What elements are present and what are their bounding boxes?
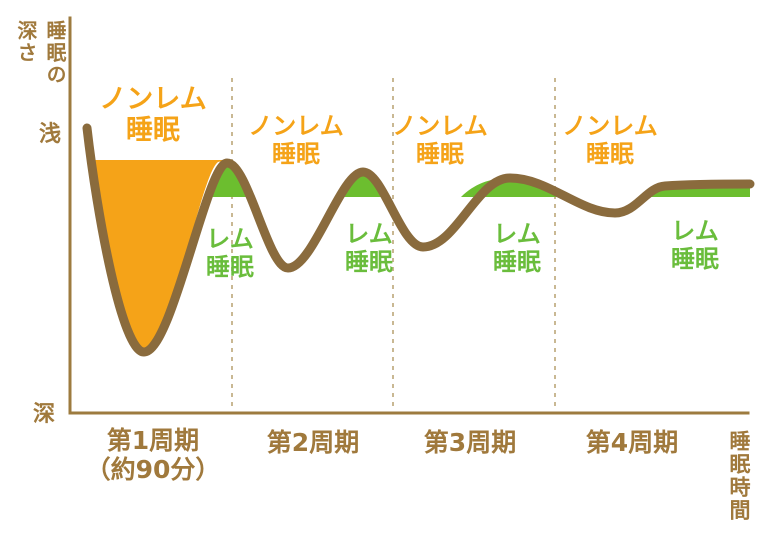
nonrem-label-cycle2-line2: 睡眠 [272, 139, 320, 168]
rem-label-cycle3-line1: レム [493, 220, 541, 248]
x-cycle-label-4-text: 第4周期 [585, 428, 679, 457]
nonrem-label-cycle2: ノンレム 睡眠 [248, 112, 344, 168]
y-tick-deep: 深 [33, 402, 56, 427]
nonrem-label-cycle4-line1: ノンレム [562, 112, 658, 140]
nonrem-label-cycle3: ノンレム 睡眠 [392, 112, 488, 168]
rem-label-cycle1: レム 睡眠 [206, 225, 254, 281]
y-tick-shallow: 浅 [39, 122, 62, 147]
rem-label-cycle3: レム 睡眠 [493, 220, 541, 276]
rem-label-cycle4-line1: レム [671, 217, 719, 245]
nonrem-label-cycle1-line2: 睡眠 [126, 115, 180, 147]
nonrem-area-fill [94, 160, 227, 350]
x-cycle-label-1: 第1周期 （約90分） [85, 426, 221, 485]
nonrem-label-cycle2-line1: ノンレム [248, 112, 344, 140]
axes-lines [68, 16, 750, 415]
x-cycle-label-1-text: 第1周期 [106, 426, 200, 455]
x-cycle-label-3-text: 第3周期 [423, 428, 517, 457]
x-cycle-label-2-text: 第2周期 [266, 428, 360, 457]
x-cycle-label-2: 第2周期 [266, 428, 360, 458]
rem-label-cycle2-line2: 睡眠 [345, 247, 393, 276]
nonrem-label-cycle1-line1: ノンレム [99, 84, 207, 115]
nonrem-label-cycle3-line1: ノンレム [392, 112, 488, 140]
nonrem-label-cycle3-line2: 睡眠 [416, 139, 464, 168]
rem-label-cycle4-line2: 睡眠 [671, 244, 719, 273]
nonrem-label-cycle1: ノンレム 睡眠 [99, 84, 206, 146]
x-cycle-label-4: 第4周期 [585, 428, 679, 458]
sleep-depth-curve [82, 123, 755, 357]
x-cycle-label-3: 第3周期 [423, 428, 517, 458]
rem-label-cycle2: レム 睡眠 [345, 220, 393, 276]
rem-label-cycle1-line1: レム [206, 225, 254, 253]
rem-label-cycle3-line2: 睡眠 [493, 247, 541, 276]
rem-label-cycle1-line2: 睡眠 [206, 252, 254, 281]
x-cycle-label-1-sub: （約90分） [85, 454, 221, 484]
rem-label-cycle4: レム 睡眠 [671, 217, 719, 273]
nonrem-label-cycle4: ノンレム 睡眠 [562, 112, 658, 168]
y-axis-title: 睡眠の深さ [14, 20, 67, 86]
rem-label-cycle2-line1: レム [345, 220, 393, 248]
nonrem-label-cycle4-line2: 睡眠 [586, 139, 634, 168]
x-axis-title: 睡眠時間 [727, 430, 751, 522]
